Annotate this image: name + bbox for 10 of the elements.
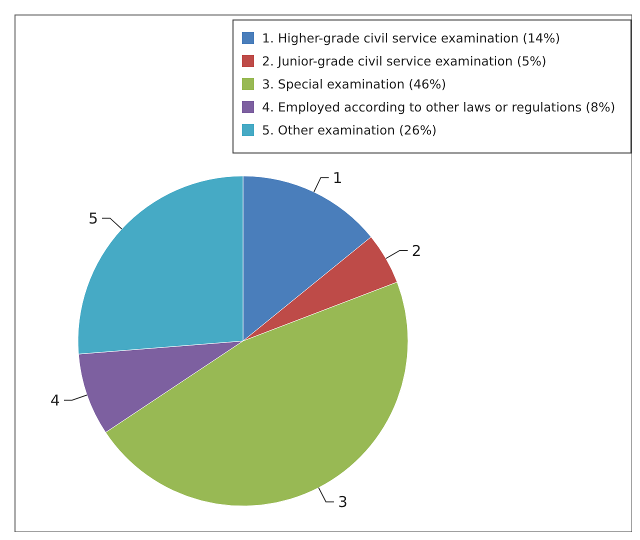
legend-label: 3. Special examination (46%) — [262, 76, 446, 92]
text: 5 — [88, 209, 98, 228]
text: 3 — [338, 493, 348, 512]
legend-label: 1. Higher-grade civil service examination (14%) — [262, 30, 560, 46]
text: 2 — [412, 242, 422, 260]
legend-label: 5. Other examination (26%) — [262, 122, 437, 138]
text: 4 — [50, 391, 60, 410]
legend-label: 4. Employed according to other laws or regulations (8%) — [262, 99, 616, 114]
text: 1 — [332, 168, 342, 187]
legend-label: 2. Junior-grade civil service examination (5%) — [262, 53, 546, 68]
